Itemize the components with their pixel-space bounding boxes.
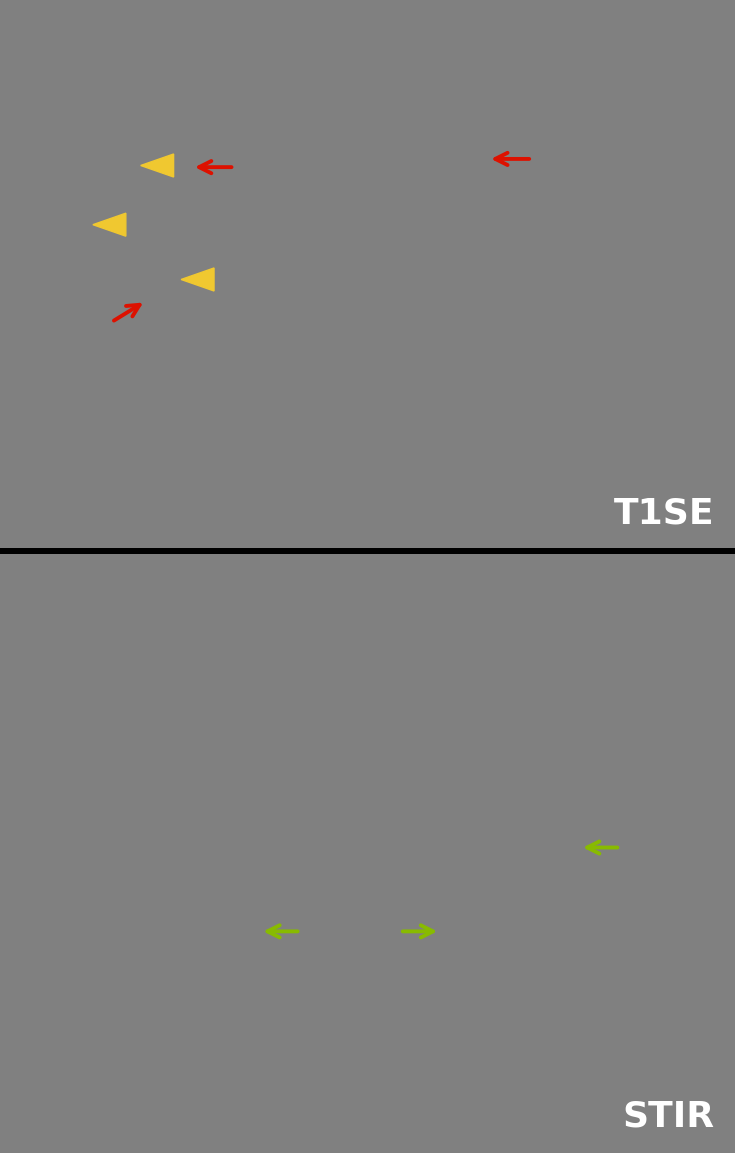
Text: STIR: STIR [623,1100,714,1133]
Polygon shape [181,267,214,291]
Polygon shape [140,155,173,178]
Polygon shape [93,213,126,236]
Text: T1SE: T1SE [614,497,714,530]
